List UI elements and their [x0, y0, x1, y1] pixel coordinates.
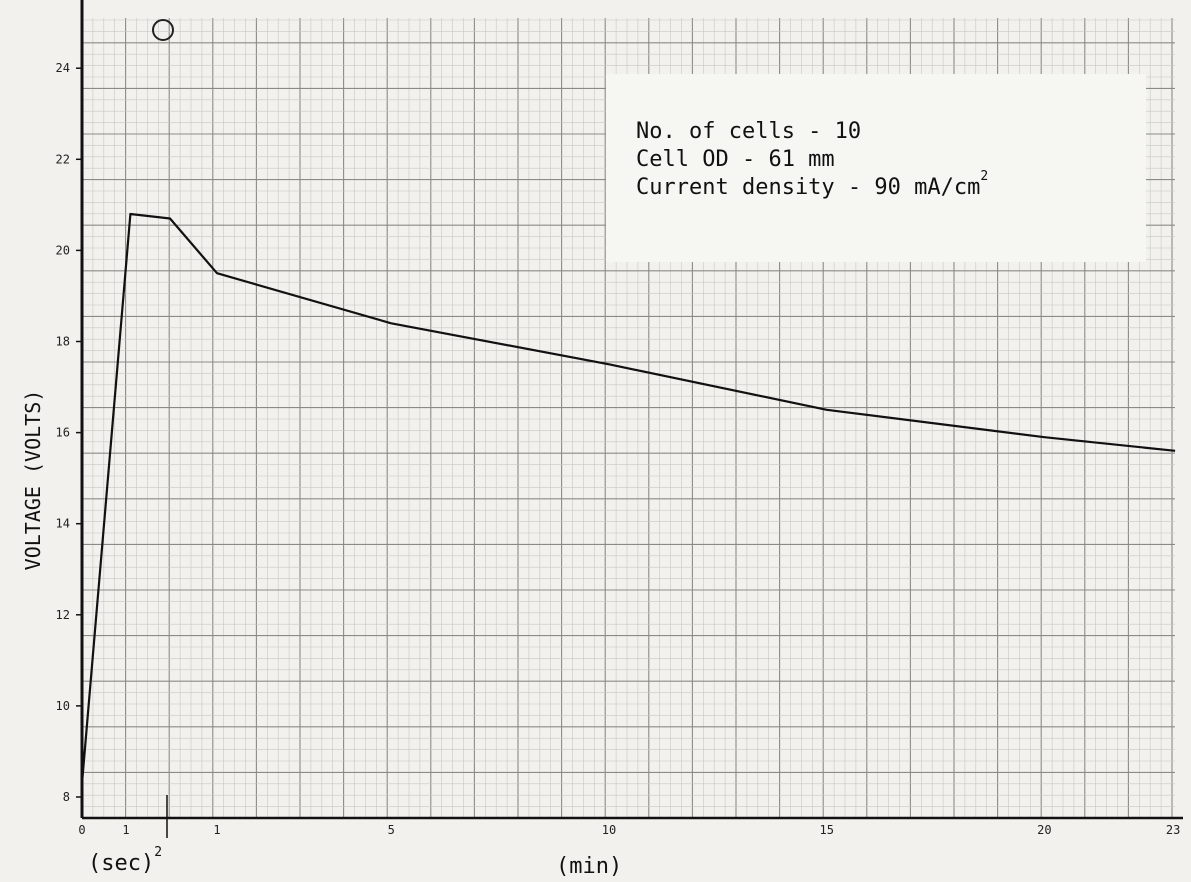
x-min-tick-label: 15 [819, 823, 833, 837]
punch-hole [152, 19, 174, 41]
y-tick-label: 20 [56, 243, 70, 257]
y-tick-label: 16 [56, 426, 70, 440]
series [80, 212, 1176, 784]
y-axis-title: VOLTAGE (VOLTS) [21, 390, 45, 571]
y-tick-label: 12 [56, 608, 70, 622]
legend: No. of cells - 10 Cell OD - 61 mm Curren… [636, 119, 988, 200]
x-min-tick-label: 10 [602, 823, 616, 837]
y-tick-label: 10 [56, 699, 70, 713]
x-min-tick-label: 5 [388, 823, 395, 837]
grid [81, 18, 1175, 819]
sec-unit-text: (sec) [88, 851, 154, 876]
x-sec-tick-label: 1 [122, 823, 129, 837]
axes [76, 0, 1183, 838]
x-min-tick-label: 23 [1166, 823, 1180, 837]
legend-line-od: Cell OD - 61 mm [636, 147, 835, 172]
legend-line-cells: No. of cells - 10 [636, 119, 861, 144]
y-tick-label: 14 [56, 517, 70, 531]
legend-line-current-density: Current density - 90 mA/cm2 [636, 169, 988, 200]
voltage-series-line [80, 212, 1176, 784]
current-density-text: Current density - 90 mA/cm [636, 175, 980, 200]
x-min-tick-label: 1 [213, 823, 220, 837]
sec-unit-superscript: 2 [154, 845, 162, 860]
sec-unit-label: (sec)2 [88, 845, 162, 876]
x-sec-tick-label: 0 [78, 823, 85, 837]
y-tick-label: 24 [56, 61, 70, 75]
legend-box [606, 74, 1146, 262]
current-density-superscript: 2 [980, 169, 988, 184]
y-tick-label: 22 [56, 152, 70, 166]
x-min-tick-label: 20 [1037, 823, 1051, 837]
y-tick-label: 18 [56, 335, 70, 349]
min-unit-label: (min) [556, 854, 622, 879]
y-tick-label: 8 [63, 790, 70, 804]
